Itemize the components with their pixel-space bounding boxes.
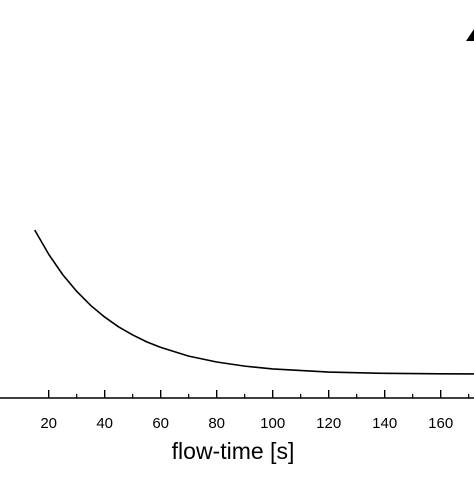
series-line-0 <box>34 229 474 375</box>
x-tick-label: 60 <box>152 415 169 432</box>
triangle-marker-icon <box>466 29 474 41</box>
plot-area <box>34 229 474 375</box>
x-axis-tick-labels: 20406080100120140160180 <box>40 415 453 432</box>
x-tick-label: 20 <box>40 415 57 432</box>
x-tick-label: 120 <box>316 415 341 432</box>
x-axis-label: flow-time [s] <box>172 438 295 464</box>
x-tick-label: 140 <box>372 415 397 432</box>
x-tick-label: 100 <box>260 415 285 432</box>
x-tick-label: 40 <box>96 415 113 432</box>
x-axis-ticks <box>48 390 470 398</box>
x-tick-label: 160 <box>428 415 453 432</box>
x-tick-label: 80 <box>208 415 225 432</box>
